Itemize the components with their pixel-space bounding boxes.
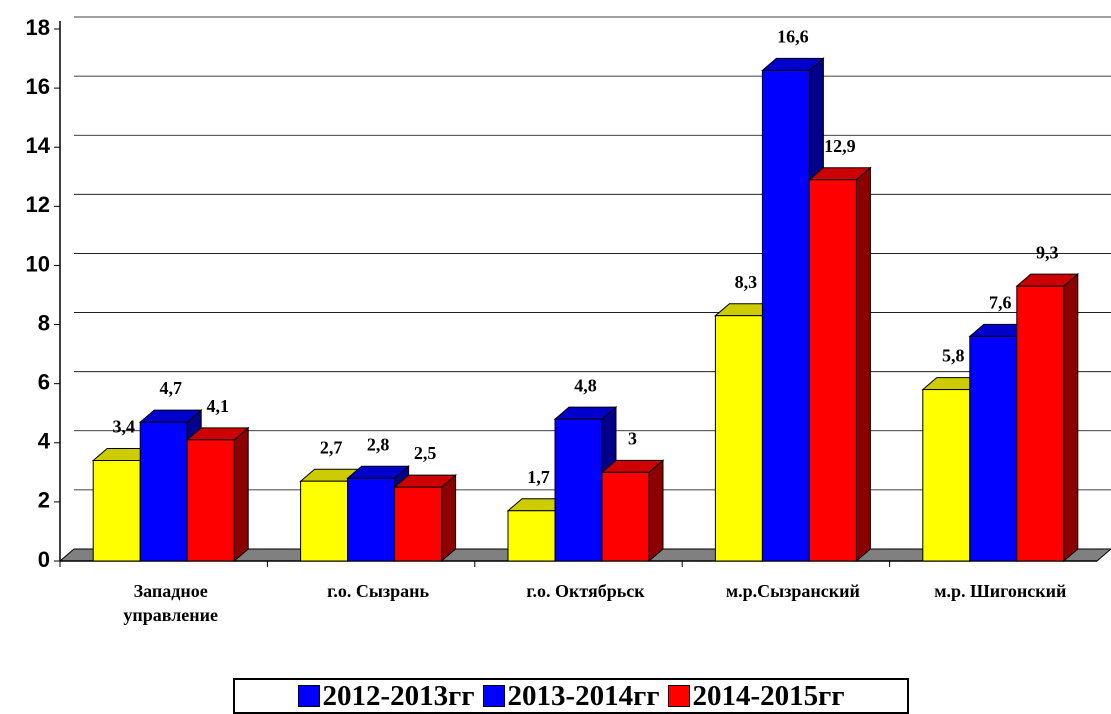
bar-front	[601, 471, 650, 562]
value-label: 12,9	[824, 136, 856, 156]
y-tick-label: 12	[26, 192, 50, 217]
value-label: 4,7	[159, 378, 182, 398]
legend-label: 2013-2014гг	[507, 679, 660, 712]
bar-side	[648, 459, 664, 563]
y-tick-label: 14	[26, 133, 51, 158]
bar-front	[394, 486, 443, 562]
bar-side	[855, 166, 871, 563]
value-label: 9,3	[1036, 242, 1059, 262]
bar	[185, 426, 250, 563]
bar-front	[714, 315, 763, 562]
value-label: 8,3	[735, 272, 758, 292]
value-label: 7,6	[989, 293, 1012, 313]
legend: 2012-2013гг 2013-2014гг 2014-2015гг	[233, 678, 909, 714]
y-tick-label: 18	[26, 15, 50, 40]
bar-front	[1016, 285, 1065, 562]
bar-side	[441, 474, 457, 563]
x-tick-label: г.о. Октябрьск	[526, 581, 645, 601]
legend-swatch	[297, 685, 320, 707]
value-label: 2,5	[414, 443, 437, 463]
bar-side	[233, 426, 249, 563]
x-tick-label: г.о. Сызрань	[327, 581, 430, 601]
y-tick-label: 16	[26, 74, 50, 99]
y-tick-label: 10	[26, 251, 50, 276]
value-label: 4,1	[206, 396, 229, 416]
bar	[393, 474, 457, 563]
bar-front	[186, 439, 235, 562]
value-label: 5,8	[942, 346, 965, 366]
y-tick-label: 6	[38, 369, 50, 394]
legend-swatch	[482, 685, 505, 707]
value-label: 16,6	[777, 27, 809, 47]
bar	[600, 459, 665, 563]
value-label: 1,7	[527, 467, 550, 487]
bar-front	[761, 69, 810, 562]
value-label: 3,4	[112, 417, 135, 437]
bar-side	[1063, 273, 1079, 563]
legend-item: 2014-2015гг	[667, 679, 845, 713]
legend-item: 2013-2014гг	[482, 679, 660, 713]
legend-label: 2012-2013гг	[322, 679, 475, 712]
y-tick-label: 4	[38, 429, 51, 454]
x-tick-label: м.р. Шигонский	[934, 581, 1067, 601]
y-tick-label: 8	[38, 310, 50, 335]
bar-front	[347, 477, 396, 562]
x-tick-label: Западное управление	[123, 581, 219, 625]
bar-front	[554, 418, 603, 562]
bar-front	[808, 179, 857, 562]
y-tick-label: 0	[38, 547, 50, 572]
x-tick-label: м.р.Сызранский	[725, 581, 860, 601]
value-label: 2,7	[320, 437, 343, 457]
bar-front	[922, 389, 971, 562]
bar-front	[92, 460, 141, 562]
value-label: 2,8	[367, 434, 390, 454]
bar-front	[969, 335, 1018, 562]
y-tick-label: 2	[38, 488, 50, 513]
value-label: 4,8	[574, 375, 597, 395]
bar	[808, 166, 872, 563]
legend-label: 2014-2015гг	[692, 679, 845, 712]
bar-front	[139, 421, 188, 562]
legend-swatch	[667, 685, 690, 707]
bar	[1015, 273, 1080, 563]
legend-item: 2012-2013гг	[297, 679, 475, 713]
bar-front	[507, 510, 556, 562]
value-label: 3	[628, 428, 637, 448]
bar-front	[300, 480, 349, 562]
